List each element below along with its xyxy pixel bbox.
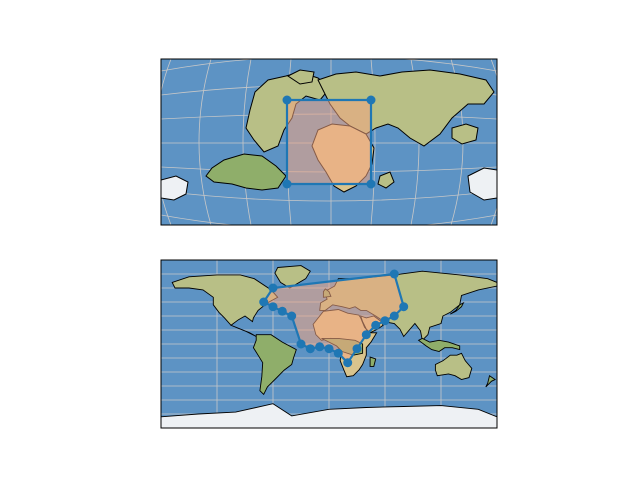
polygon-vertex-marker xyxy=(268,302,278,312)
bottom-map-frame xyxy=(160,259,498,429)
land-australia xyxy=(434,352,473,380)
polygon-vertex-marker xyxy=(389,269,399,279)
land-indonesia xyxy=(417,337,461,352)
land-greenland xyxy=(287,69,315,85)
polygon-vertex-marker xyxy=(282,179,292,189)
land-australia xyxy=(451,123,479,145)
graticule-line xyxy=(242,59,252,225)
polygon-vertex-marker xyxy=(366,179,376,189)
polygon-vertex-marker xyxy=(277,306,287,316)
plate-carree-map xyxy=(160,259,498,429)
land-antarctica-west xyxy=(161,175,189,201)
land-south-america xyxy=(252,334,297,396)
rotated-pole-map xyxy=(160,58,498,226)
top-polygon xyxy=(285,98,373,186)
land-madagascar xyxy=(369,356,377,367)
polygon-vertex-marker xyxy=(380,316,390,326)
land-north-america xyxy=(171,274,279,337)
polygon-vertex-marker xyxy=(305,344,315,354)
land-island-1 xyxy=(377,171,395,189)
polygon-vertex-marker xyxy=(324,344,334,354)
polygon-vertex-marker xyxy=(389,311,399,321)
top-polygon-vertices xyxy=(282,95,376,189)
polygon-vertex-marker xyxy=(315,342,325,352)
graticule-line xyxy=(161,190,497,202)
land-new-zealand xyxy=(485,374,496,388)
land-greenland xyxy=(274,265,311,289)
polygon-vertex-marker xyxy=(352,344,362,354)
polygon-vertex-marker xyxy=(371,320,381,330)
land-antarctica-east xyxy=(467,167,497,201)
polygon-vertex-marker xyxy=(282,95,292,105)
polygon-vertex-marker xyxy=(361,330,371,340)
bottom-polygon-vertices xyxy=(259,269,409,368)
graticule-line xyxy=(161,59,172,225)
land-south-america xyxy=(205,153,287,191)
graticule-line xyxy=(161,214,497,225)
land-antarctica xyxy=(161,403,497,428)
polygon-vertex-marker xyxy=(366,95,376,105)
polygon-vertex-marker xyxy=(343,358,353,368)
land-japan xyxy=(450,301,465,315)
graticule-line xyxy=(198,59,212,225)
polygon-vertex-marker xyxy=(399,302,409,312)
top-map-frame xyxy=(160,58,498,226)
polygon-vertex-marker xyxy=(268,283,278,293)
polygon-vertex-marker xyxy=(287,311,297,321)
polygon-vertex-marker xyxy=(296,339,306,349)
polygon-vertex-marker xyxy=(333,348,343,358)
polygon-vertex-marker xyxy=(259,297,269,307)
